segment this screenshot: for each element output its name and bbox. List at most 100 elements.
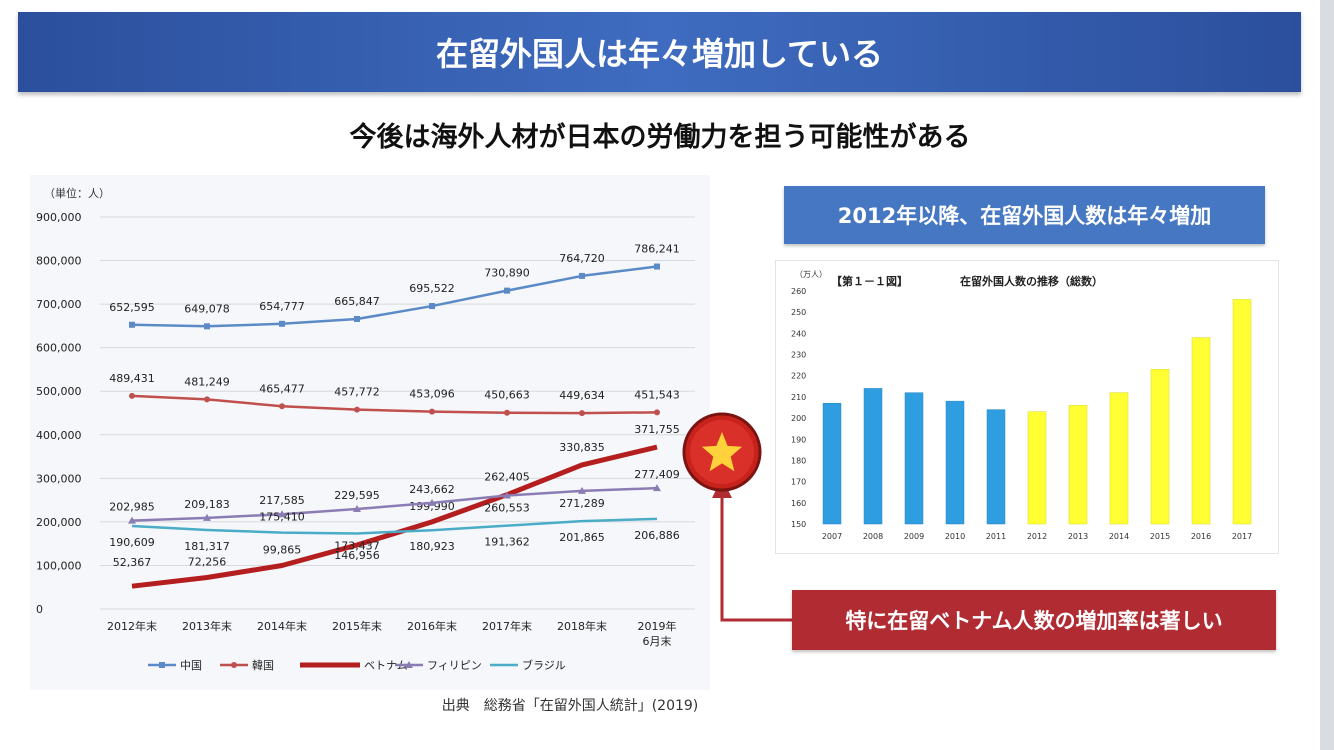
line-chart-unit-label: （単位：人） [44, 186, 110, 200]
line-point-philippines [578, 486, 586, 494]
legend-marker-philippines [405, 661, 413, 668]
line-point-korea [204, 396, 210, 403]
line-point-philippines [203, 513, 211, 521]
line-data-label-korea: 449,634 [559, 389, 605, 402]
bar-2010 [945, 400, 965, 525]
line-data-label-korea: 481,249 [184, 375, 230, 388]
line-data-label-brazil: 191,362 [484, 536, 530, 549]
line-data-label-philippines: 260,553 [484, 502, 530, 515]
bar-chart-x-tick-label: 2011 [986, 532, 1006, 541]
line-data-label-korea: 457,772 [334, 386, 380, 399]
bar-chart-y-tick-label: 210 [791, 393, 806, 402]
line-data-label-korea: 451,543 [634, 388, 680, 401]
line-chart-y-tick-label: 200,000 [36, 516, 82, 529]
bar-2007 [822, 403, 842, 525]
bar-chart-unit-label: （万人） [795, 270, 827, 279]
line-data-label-vietnam: 146,956 [334, 549, 380, 562]
line-data-label-brazil: 180,923 [409, 540, 455, 553]
line-data-label-korea: 453,096 [409, 388, 455, 401]
bar-chart-x-tick-label: 2009 [904, 532, 924, 541]
bar-2009 [904, 392, 924, 525]
line-point-china [579, 272, 585, 279]
line-point-philippines [653, 484, 661, 492]
line-data-label-brazil: 190,609 [109, 536, 155, 549]
line-data-label-philippines: 202,985 [109, 501, 155, 514]
line-point-korea [279, 403, 285, 410]
line-series-vietnam [131, 444, 658, 589]
line-chart-y-tick-label: 0 [36, 603, 43, 616]
line-chart-x-tick-label: 2015年末 [332, 619, 382, 633]
bar-chart-x-tick-label: 2014 [1109, 532, 1129, 541]
bar-2017 [1232, 299, 1252, 525]
line-series-korea [131, 394, 658, 415]
bar-chart-title: 在留外国人数の推移（総数） [960, 274, 1103, 288]
bar-chart-y-tick-label: 240 [791, 329, 806, 338]
bar-2008 [863, 388, 883, 525]
line-chart-x-tick-label: 2012年末 [107, 619, 157, 633]
line-chart-y-tick-label: 900,000 [36, 211, 82, 224]
page-subtitle: 今後は海外人材が日本の労働力を担う可能性がある [349, 122, 971, 153]
line-point-china [129, 321, 135, 328]
bar-chart-x-tick-label: 2012 [1027, 532, 1047, 541]
line-point-china [429, 303, 435, 310]
page-title: 在留外国人は年々増加している [18, 12, 1301, 92]
bar-2013 [1068, 405, 1088, 525]
line-point-korea [429, 408, 435, 415]
line-chart-y-tick-label: 400,000 [36, 429, 82, 442]
line-chart-x-tick-label: 2013年末 [182, 619, 232, 633]
line-point-korea [354, 406, 360, 413]
bar-chart-y-tick-label: 160 [791, 499, 806, 508]
bar-chart-x-tick-label: 2017 [1232, 532, 1252, 541]
bar-2011 [986, 409, 1006, 525]
bar-chart-y-tick-label: 190 [791, 435, 806, 444]
line-data-label-vietnam: 52,367 [113, 556, 152, 569]
line-data-label-philippines: 277,409 [634, 468, 680, 481]
line-data-label-korea: 450,663 [484, 389, 530, 402]
line-chart-background [30, 175, 710, 690]
connector-line [720, 492, 792, 622]
legend-label-korea: 韓国 [252, 659, 274, 672]
blue-callout: 2012年以降、在留外国人数は年々増加 [784, 186, 1265, 244]
line-series-china [131, 265, 658, 328]
source-note: 出典 総務省「在留外国人統計」(2019) [441, 698, 699, 714]
line-data-label-china: 649,078 [184, 302, 230, 315]
line-chart-y-tick-label: 700,000 [36, 298, 82, 311]
bar-chart-x-tick-label: 2008 [863, 532, 883, 541]
legend-label-china: 中国 [180, 659, 202, 672]
line-data-label-philippines: 209,183 [184, 498, 230, 511]
line-data-label-vietnam: 99,865 [263, 544, 302, 557]
line-chart-y-tick-label: 300,000 [36, 472, 82, 485]
line-series-brazil [131, 517, 658, 535]
bar-2016 [1191, 337, 1211, 525]
line-point-korea [579, 410, 585, 417]
line-chart-x-tick-label: 2018年末 [557, 619, 607, 633]
bar-chart-x-tick-label: 2007 [822, 532, 842, 541]
red-callout: 特に在留ベトナム人数の増加率は著しい [792, 590, 1276, 650]
legend-label-vietnam: ベトナム [364, 659, 408, 672]
line-data-label-china: 654,777 [259, 300, 305, 313]
bar-chart-y-tick-label: 220 [791, 372, 806, 381]
line-data-label-philippines: 243,662 [409, 483, 455, 496]
callout-connector [682, 412, 792, 622]
bar-chart-y-tick-label: 250 [791, 308, 806, 317]
line-point-china [204, 323, 210, 330]
bar-chart-y-tick-label: 230 [791, 351, 806, 360]
line-data-label-china: 786,241 [634, 243, 680, 256]
line-data-label-vietnam: 330,835 [559, 441, 605, 454]
bar-2012 [1027, 411, 1047, 525]
line-data-label-korea: 465,477 [259, 382, 305, 395]
line-data-label-philippines: 271,289 [559, 497, 605, 510]
bar-2015 [1150, 369, 1170, 525]
bar-2014 [1109, 392, 1129, 525]
line-chart-x-tick-label: 2019年 [638, 619, 677, 633]
line-data-label-china: 652,595 [109, 301, 155, 314]
bar-chart-y-tick-label: 200 [791, 414, 806, 423]
line-data-label-brazil: 181,317 [184, 540, 230, 553]
line-point-korea [129, 392, 135, 399]
line-chart-x-tick-label: 2016年末 [407, 619, 457, 633]
line-point-china [279, 320, 285, 327]
line-data-label-vietnam: 72,256 [188, 556, 227, 569]
line-chart-y-tick-label: 500,000 [36, 385, 82, 398]
line-series-philippines [131, 486, 658, 522]
legend-label-philippines: フィリピン [427, 659, 482, 672]
